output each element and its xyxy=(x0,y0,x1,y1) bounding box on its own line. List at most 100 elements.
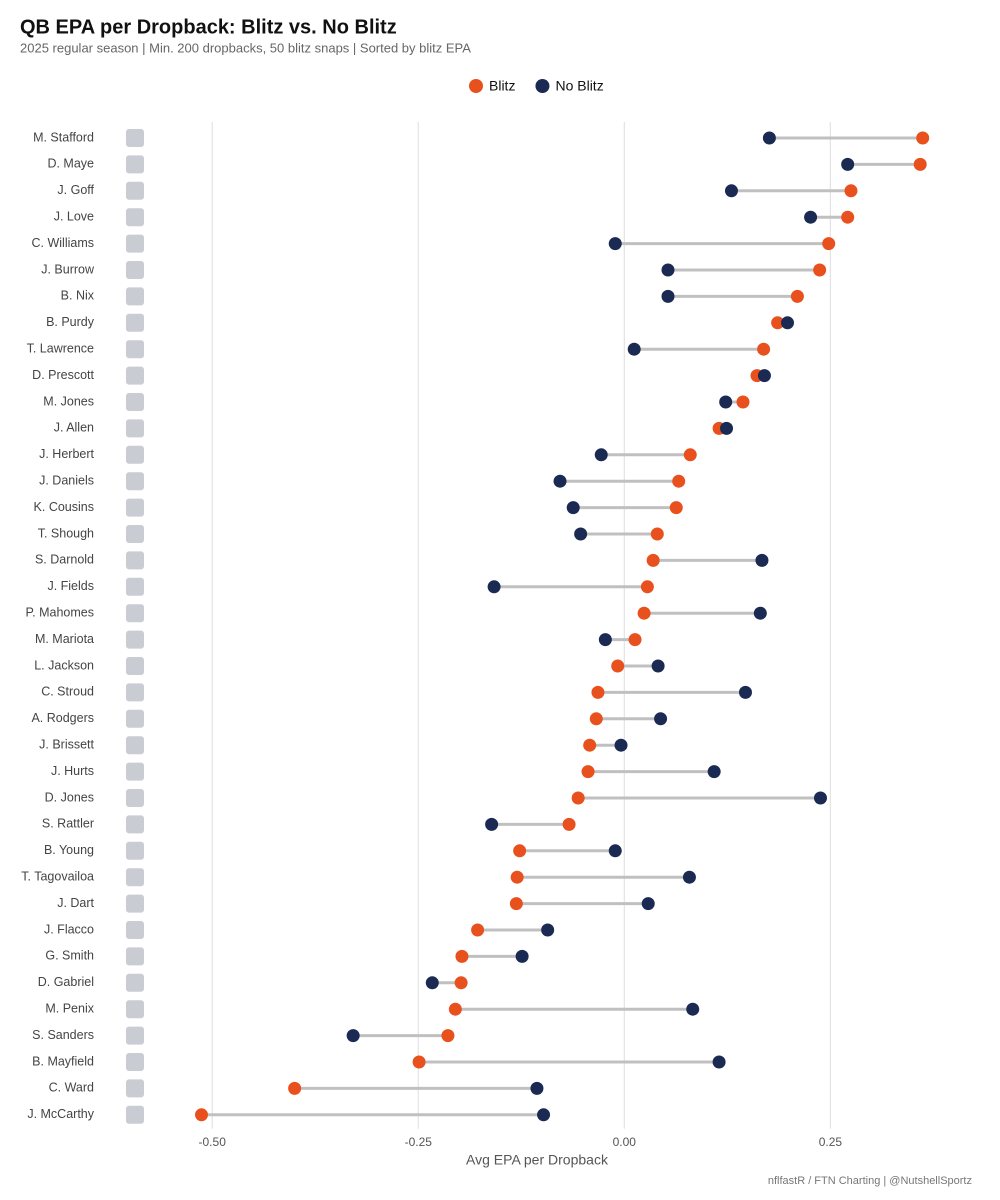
y-tick-label: J. Flacco xyxy=(44,922,94,936)
x-tick-label: -0.25 xyxy=(405,1135,433,1149)
headshot xyxy=(126,894,144,913)
y-tick-label: S. Sanders xyxy=(32,1028,94,1042)
dot xyxy=(790,289,804,303)
headshot xyxy=(126,577,144,596)
headshot xyxy=(126,1079,144,1098)
y-tick-label: J. Allen xyxy=(54,421,94,435)
headshot xyxy=(126,340,144,359)
dot xyxy=(724,184,738,198)
dot xyxy=(650,527,664,541)
headshot xyxy=(126,498,144,517)
y-tick-label: T. Lawrence xyxy=(27,341,94,355)
y-tick-label: B. Young xyxy=(44,843,94,857)
headshot xyxy=(126,709,144,728)
dot xyxy=(654,712,668,726)
y-tick-label: C. Williams xyxy=(32,236,95,250)
headshot xyxy=(126,129,144,147)
x-tick-label: -0.50 xyxy=(199,1135,227,1149)
dot xyxy=(916,131,930,145)
dot xyxy=(541,923,555,937)
dot xyxy=(566,501,580,515)
dot xyxy=(683,448,697,462)
legend-marker xyxy=(535,79,550,93)
dot xyxy=(487,580,501,594)
y-tick-label: J. Love xyxy=(54,209,94,223)
y-tick-label: C. Stroud xyxy=(41,685,94,699)
y-tick-label: B. Mayfield xyxy=(32,1054,94,1068)
dot xyxy=(614,738,628,752)
dot xyxy=(441,1029,455,1043)
source-note: nflfastR / FTN Charting | @NutshellSport… xyxy=(768,1175,972,1187)
dot xyxy=(707,765,721,779)
legend-label: No Blitz xyxy=(555,78,603,94)
headshot xyxy=(126,921,144,939)
dot xyxy=(641,897,655,911)
y-tick-label: A. Rodgers xyxy=(31,711,94,725)
dot xyxy=(589,712,603,726)
dot xyxy=(669,501,683,515)
y-tick-label: J. Dart xyxy=(57,896,94,910)
headshot xyxy=(126,736,144,755)
dot xyxy=(813,791,827,805)
headshot xyxy=(126,762,144,781)
dot xyxy=(412,1055,426,1069)
dot xyxy=(781,316,795,330)
headshot xyxy=(126,1026,144,1045)
dot xyxy=(822,237,836,251)
dot xyxy=(537,1108,551,1122)
dot xyxy=(661,289,675,303)
dot xyxy=(651,659,665,673)
dot xyxy=(581,765,595,779)
dot xyxy=(720,421,734,435)
headshot xyxy=(126,1105,144,1124)
y-tick-label: S. Darnold xyxy=(35,553,94,567)
dot xyxy=(712,1055,726,1069)
headshot xyxy=(126,287,144,306)
dot xyxy=(346,1029,360,1043)
headshot xyxy=(126,393,144,411)
dot xyxy=(553,474,567,488)
headshot xyxy=(126,947,144,966)
headshot xyxy=(126,1000,144,1019)
dot xyxy=(682,870,696,884)
headshot xyxy=(126,472,144,491)
y-tick-label: M. Jones xyxy=(43,394,94,408)
y-tick-label: T. Tagovailoa xyxy=(21,869,94,883)
headshot xyxy=(126,181,144,200)
y-tick-label: J. Fields xyxy=(47,579,94,593)
dot xyxy=(771,316,785,330)
chart-subtitle: 2025 regular season | Min. 200 dropbacks… xyxy=(20,40,471,55)
dot xyxy=(571,791,585,805)
dot xyxy=(562,817,576,831)
dot xyxy=(686,1002,700,1016)
dot xyxy=(510,870,524,884)
headshot xyxy=(126,973,144,992)
dot xyxy=(454,976,468,990)
dot xyxy=(194,1108,208,1122)
dot xyxy=(509,897,523,911)
dot xyxy=(591,685,605,699)
y-tick-label: B. Nix xyxy=(61,289,95,303)
x-tick-label: 0.00 xyxy=(613,1135,637,1149)
y-tick-label: K. Cousins xyxy=(34,500,94,514)
dot xyxy=(608,237,622,251)
dot xyxy=(627,342,641,356)
chart-title: QB EPA per Dropback: Blitz vs. No Blitz xyxy=(20,16,397,38)
y-tick-label: D. Prescott xyxy=(32,368,94,382)
y-tick-label: J. Burrow xyxy=(41,262,95,276)
dot xyxy=(598,633,612,647)
y-tick-label: D. Jones xyxy=(45,790,94,804)
headshot xyxy=(126,525,144,543)
dot xyxy=(736,395,750,409)
dot xyxy=(515,949,529,963)
headshot xyxy=(126,604,144,623)
y-tick-label: M. Stafford xyxy=(33,130,94,144)
dot xyxy=(425,976,439,990)
dot xyxy=(813,263,827,277)
dot xyxy=(646,553,660,567)
headshot xyxy=(126,683,144,702)
headshot xyxy=(126,155,144,174)
dot xyxy=(448,1002,462,1016)
dot xyxy=(455,949,469,963)
dot xyxy=(841,210,855,224)
